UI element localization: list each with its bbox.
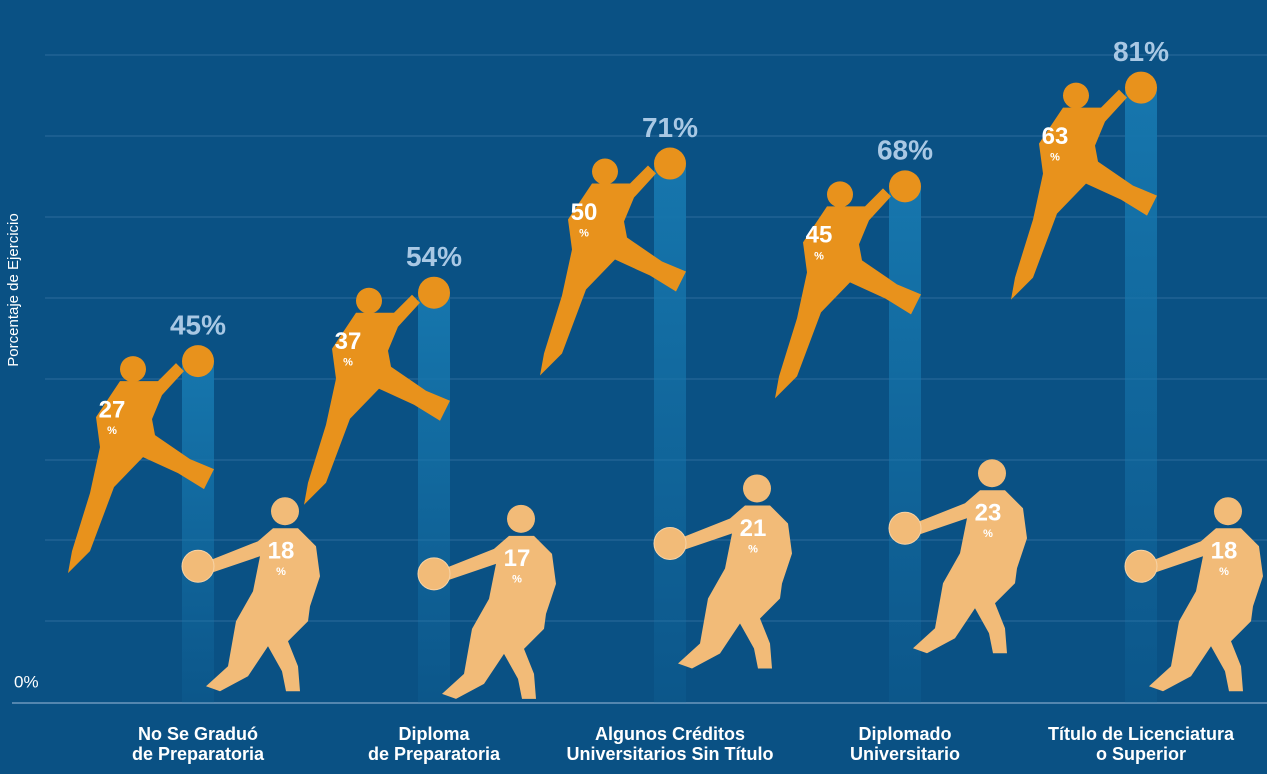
ball (418, 558, 450, 590)
x-tick-label: o Superior (1096, 744, 1186, 764)
ball (1125, 72, 1157, 104)
jumper-head (827, 181, 853, 207)
ball (889, 170, 921, 202)
total-label: 54% (406, 241, 462, 272)
jumper-head (592, 159, 618, 185)
segment-label: 50 (571, 199, 598, 226)
segment-label: 37 (335, 328, 362, 355)
ball (1125, 550, 1157, 582)
dribbler-head (1214, 497, 1242, 525)
segment-label: 18 (268, 538, 295, 565)
ball (889, 512, 921, 544)
segment-label: 45 (806, 222, 833, 249)
total-bar (1125, 88, 1157, 703)
total-bar (654, 164, 686, 703)
x-tick-label: de Preparatoria (368, 744, 501, 764)
segment-label: 23 (975, 500, 1002, 527)
page: Porcentaje de Ejercicio 0%18%17%21%23%18… (0, 0, 1267, 774)
total-bar (182, 361, 214, 703)
total-bar (418, 293, 450, 703)
segment-label: 21 (740, 515, 767, 542)
x-tick-label: Universitarios Sin Título (566, 744, 773, 764)
segment-unit: % (107, 425, 117, 437)
segment-label: 17 (504, 545, 531, 572)
segment-unit: % (1219, 566, 1229, 578)
total-label: 45% (170, 309, 226, 340)
total-bar (889, 186, 921, 703)
jumper-head (1063, 83, 1089, 109)
ball (654, 148, 686, 180)
segment-unit: % (748, 543, 758, 555)
total-label: 68% (877, 135, 933, 166)
x-tick-label: No Se Graduó (138, 724, 258, 744)
total-label: 71% (642, 112, 698, 143)
segment-label: 63 (1042, 123, 1069, 150)
x-tick-label: Diplomado (859, 724, 952, 744)
ball (418, 277, 450, 309)
segment-label: 27 (99, 396, 126, 423)
x-tick-label: Algunos Créditos (595, 724, 745, 744)
segment-unit: % (512, 574, 522, 586)
dribbler-head (507, 505, 535, 533)
x-tick-label: Título de Licenciatura (1048, 724, 1235, 744)
segment-unit: % (983, 528, 993, 540)
x-tick-label: Diploma (398, 724, 470, 744)
segment-label: 18 (1211, 538, 1238, 565)
segment-unit: % (1050, 151, 1060, 163)
x-tick-label: Universitario (850, 744, 960, 764)
segment-unit: % (343, 357, 353, 369)
jumper-head (120, 356, 146, 382)
ball (182, 550, 214, 582)
ball (182, 345, 214, 377)
segment-unit: % (579, 227, 589, 239)
segment-unit: % (276, 566, 286, 578)
segment-unit: % (814, 250, 824, 262)
dribbler-head (978, 459, 1006, 487)
y-axis-label: Porcentaje de Ejercicio (5, 213, 22, 366)
chart: Porcentaje de Ejercicio 0%18%17%21%23%18… (0, 0, 1267, 774)
y-tick-label: 0% (14, 672, 39, 691)
x-tick-label: de Preparatoria (132, 744, 265, 764)
dribbler-head (743, 474, 771, 502)
ball (654, 527, 686, 559)
dribbler-head (271, 497, 299, 525)
total-label: 81% (1113, 36, 1169, 67)
jumper-head (356, 288, 382, 314)
